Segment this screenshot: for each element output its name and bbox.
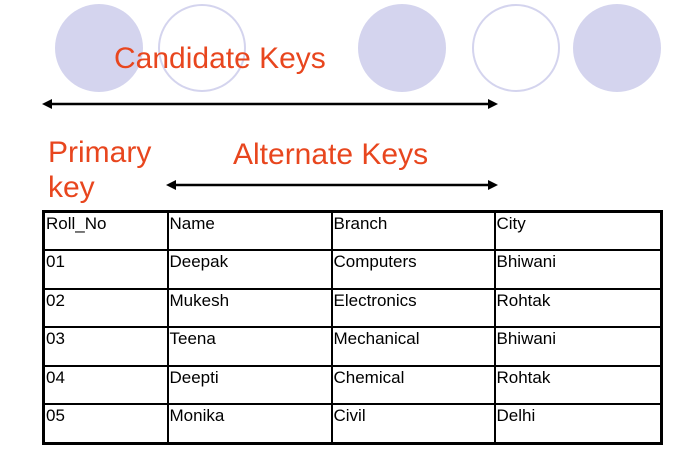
alternate-keys-arrow bbox=[166, 180, 498, 190]
cell-name: Monika bbox=[166, 403, 333, 445]
table-row: 04 Deepti Chemical Rohtak bbox=[42, 364, 663, 406]
header-branch: Branch bbox=[330, 210, 496, 251]
header-roll-no: Roll_No bbox=[42, 210, 169, 251]
cell-roll-no: 03 bbox=[42, 326, 169, 367]
primary-key-label: Primary key bbox=[48, 136, 151, 205]
table-row: 02 Mukesh Electronics Rohtak bbox=[42, 287, 663, 329]
table-row: 01 Deepak Computers Bhiwani bbox=[42, 249, 663, 290]
cell-city: Rohtak bbox=[493, 364, 663, 406]
cell-roll-no: 04 bbox=[42, 364, 169, 406]
table-header-row: Roll_No Name Branch City bbox=[42, 210, 663, 251]
cell-city: Delhi bbox=[493, 403, 663, 445]
cell-name: Mukesh bbox=[166, 287, 333, 329]
candidate-keys-arrow bbox=[42, 99, 498, 109]
cell-roll-no: 02 bbox=[42, 287, 169, 329]
cell-city: Bhiwani bbox=[493, 249, 663, 290]
cell-branch: Electronics bbox=[330, 287, 496, 329]
decor-circle-1 bbox=[55, 4, 143, 92]
cell-city: Bhiwani bbox=[493, 326, 663, 367]
primary-key-label-line2: key bbox=[48, 170, 95, 204]
candidate-keys-label: Candidate Keys bbox=[114, 42, 326, 75]
decor-circle-2 bbox=[158, 4, 246, 92]
header-name: Name bbox=[166, 210, 333, 251]
primary-key-label-line1: Primary bbox=[48, 136, 152, 169]
cell-branch: Mechanical bbox=[330, 326, 496, 367]
cell-branch: Computers bbox=[330, 249, 496, 290]
decor-circle-5 bbox=[573, 4, 661, 92]
table-row: 05 Monika Civil Delhi bbox=[42, 403, 663, 445]
cell-branch: Chemical bbox=[330, 364, 496, 406]
decor-circle-4 bbox=[472, 4, 560, 92]
cell-city: Rohtak bbox=[493, 287, 663, 329]
cell-roll-no: 01 bbox=[42, 249, 169, 290]
student-table: Roll_No Name Branch City 01 Deepak Compu… bbox=[42, 210, 663, 445]
alternate-keys-label: Alternate Keys bbox=[233, 138, 429, 171]
header-city: City bbox=[493, 210, 663, 251]
cell-name: Deepak bbox=[166, 249, 333, 290]
table-row: 03 Teena Mechanical Bhiwani bbox=[42, 326, 663, 367]
cell-name: Deepti bbox=[166, 364, 333, 406]
cell-name: Teena bbox=[166, 326, 333, 367]
cell-roll-no: 05 bbox=[42, 403, 169, 445]
decor-circle-3 bbox=[358, 4, 446, 92]
cell-branch: Civil bbox=[330, 403, 496, 445]
